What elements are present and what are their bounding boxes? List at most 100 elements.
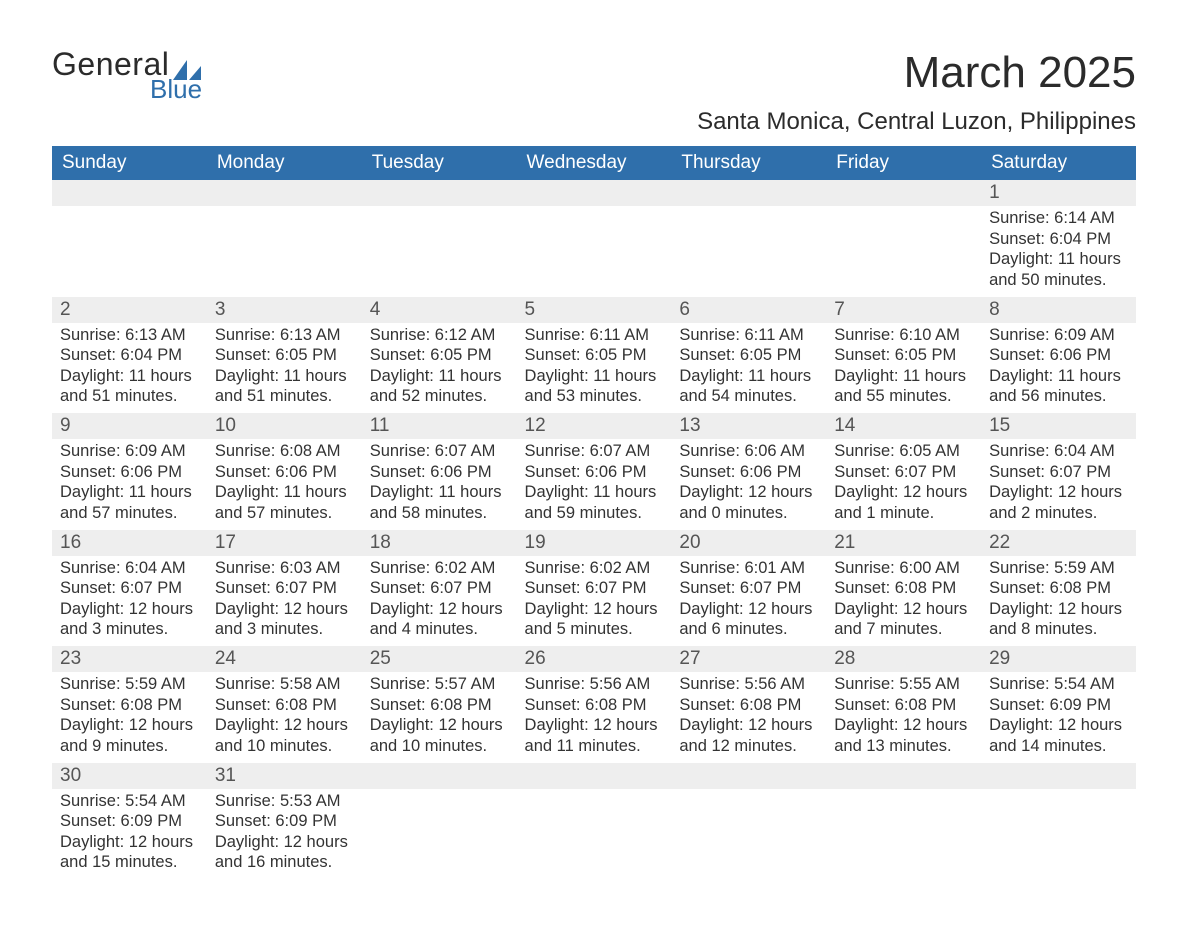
calendar-body: 1Sunrise: 6:14 AMSunset: 6:04 PMDaylight…: [52, 180, 1136, 879]
day-ss: Sunset: 6:07 PM: [370, 578, 509, 599]
brand-word-blue: Blue: [150, 76, 202, 102]
day-sr: Sunrise: 5:57 AM: [370, 674, 509, 695]
day-d1: Daylight: 12 hours: [989, 715, 1128, 736]
week-detail-row: Sunrise: 5:54 AMSunset: 6:09 PMDaylight:…: [52, 789, 1136, 880]
day-number: 13: [679, 415, 700, 436]
day-detail-cell: [362, 789, 517, 880]
day-ss: Sunset: 6:05 PM: [525, 345, 664, 366]
day-ss: Sunset: 6:06 PM: [370, 462, 509, 483]
day-number: 19: [525, 532, 546, 553]
day-ss: Sunset: 6:08 PM: [679, 695, 818, 716]
day-d2: and 5 minutes.: [525, 619, 664, 640]
day-d2: and 55 minutes.: [834, 386, 973, 407]
day-sr: Sunrise: 5:56 AM: [525, 674, 664, 695]
day-detail-cell: Sunrise: 5:54 AMSunset: 6:09 PMDaylight:…: [981, 672, 1136, 763]
day-sr: Sunrise: 5:59 AM: [60, 674, 199, 695]
day-d1: Daylight: 12 hours: [679, 482, 818, 503]
week-daynum-row: 3031: [52, 763, 1136, 789]
day-number: 11: [370, 415, 390, 436]
brand-logo: General Blue: [52, 48, 202, 102]
day-d2: and 16 minutes.: [215, 852, 354, 873]
day-d1: Daylight: 12 hours: [834, 482, 973, 503]
day-sr: Sunrise: 6:06 AM: [679, 441, 818, 462]
day-number-cell: 13: [671, 413, 826, 439]
day-detail-cell: [671, 206, 826, 297]
day-d2: and 2 minutes.: [989, 503, 1128, 524]
day-number: 5: [525, 299, 536, 320]
day-detail-cell: Sunrise: 5:58 AMSunset: 6:08 PMDaylight:…: [207, 672, 362, 763]
day-detail-cell: Sunrise: 5:59 AMSunset: 6:08 PMDaylight:…: [52, 672, 207, 763]
day-detail-cell: Sunrise: 5:55 AMSunset: 6:08 PMDaylight:…: [826, 672, 981, 763]
day-sr: Sunrise: 5:56 AM: [679, 674, 818, 695]
day-ss: Sunset: 6:06 PM: [525, 462, 664, 483]
day-ss: Sunset: 6:07 PM: [525, 578, 664, 599]
day-d1: Daylight: 11 hours: [989, 366, 1128, 387]
week-daynum-row: 16171819202122: [52, 530, 1136, 556]
day-ss: Sunset: 6:05 PM: [679, 345, 818, 366]
day-number-cell: 4: [362, 297, 517, 323]
day-detail-cell: Sunrise: 5:56 AMSunset: 6:08 PMDaylight:…: [517, 672, 672, 763]
day-ss: Sunset: 6:07 PM: [215, 578, 354, 599]
day-number: 21: [834, 532, 855, 553]
day-number-cell: 21: [826, 530, 981, 556]
col-tuesday: Tuesday: [362, 146, 517, 180]
day-d2: and 57 minutes.: [215, 503, 354, 524]
day-detail-cell: [671, 789, 826, 880]
day-detail-cell: Sunrise: 6:11 AMSunset: 6:05 PMDaylight:…: [517, 323, 672, 414]
day-detail-cell: [207, 206, 362, 297]
day-detail-cell: Sunrise: 6:03 AMSunset: 6:07 PMDaylight:…: [207, 556, 362, 647]
day-ss: Sunset: 6:09 PM: [989, 695, 1128, 716]
calendar-document: General Blue March 2025 Santa Monica, Ce…: [0, 0, 1188, 927]
day-d1: Daylight: 11 hours: [989, 249, 1128, 270]
week-detail-row: Sunrise: 6:13 AMSunset: 6:04 PMDaylight:…: [52, 323, 1136, 414]
day-number: 20: [679, 532, 700, 553]
day-detail-cell: Sunrise: 6:04 AMSunset: 6:07 PMDaylight:…: [52, 556, 207, 647]
day-number: 24: [215, 648, 236, 669]
day-d1: Daylight: 11 hours: [370, 482, 509, 503]
week-detail-row: Sunrise: 6:09 AMSunset: 6:06 PMDaylight:…: [52, 439, 1136, 530]
day-sr: Sunrise: 6:09 AM: [60, 441, 199, 462]
day-detail-cell: [362, 206, 517, 297]
day-detail-cell: Sunrise: 6:12 AMSunset: 6:05 PMDaylight:…: [362, 323, 517, 414]
day-d2: and 10 minutes.: [215, 736, 354, 757]
day-sr: Sunrise: 6:01 AM: [679, 558, 818, 579]
day-number-cell: 23: [52, 646, 207, 672]
day-number-cell: [362, 180, 517, 206]
day-sr: Sunrise: 6:04 AM: [60, 558, 199, 579]
week-daynum-row: 2345678: [52, 297, 1136, 323]
day-ss: Sunset: 6:08 PM: [215, 695, 354, 716]
day-d2: and 7 minutes.: [834, 619, 973, 640]
day-sr: Sunrise: 6:05 AM: [834, 441, 973, 462]
day-number-cell: 27: [671, 646, 826, 672]
title-block: March 2025 Santa Monica, Central Luzon, …: [697, 48, 1136, 146]
day-ss: Sunset: 6:07 PM: [679, 578, 818, 599]
day-number-cell: 7: [826, 297, 981, 323]
day-sr: Sunrise: 6:11 AM: [525, 325, 664, 346]
day-ss: Sunset: 6:05 PM: [370, 345, 509, 366]
day-d2: and 15 minutes.: [60, 852, 199, 873]
day-ss: Sunset: 6:08 PM: [989, 578, 1128, 599]
day-number: 7: [834, 299, 845, 320]
day-number-cell: 24: [207, 646, 362, 672]
day-sr: Sunrise: 6:08 AM: [215, 441, 354, 462]
day-detail-cell: [517, 789, 672, 880]
day-number: 8: [989, 299, 1000, 320]
day-number-cell: 8: [981, 297, 1136, 323]
day-d2: and 1 minute.: [834, 503, 973, 524]
day-d2: and 12 minutes.: [679, 736, 818, 757]
day-number-cell: 1: [981, 180, 1136, 206]
day-ss: Sunset: 6:07 PM: [60, 578, 199, 599]
col-thursday: Thursday: [671, 146, 826, 180]
day-d2: and 51 minutes.: [215, 386, 354, 407]
day-number: 15: [989, 415, 1010, 436]
day-detail-cell: Sunrise: 5:56 AMSunset: 6:08 PMDaylight:…: [671, 672, 826, 763]
day-d2: and 50 minutes.: [989, 270, 1128, 291]
day-d1: Daylight: 12 hours: [60, 599, 199, 620]
day-number-cell: [207, 180, 362, 206]
day-ss: Sunset: 6:08 PM: [370, 695, 509, 716]
day-sr: Sunrise: 5:53 AM: [215, 791, 354, 812]
day-number-cell: 26: [517, 646, 672, 672]
day-detail-cell: Sunrise: 6:14 AMSunset: 6:04 PMDaylight:…: [981, 206, 1136, 297]
day-d1: Daylight: 12 hours: [215, 715, 354, 736]
day-ss: Sunset: 6:06 PM: [215, 462, 354, 483]
